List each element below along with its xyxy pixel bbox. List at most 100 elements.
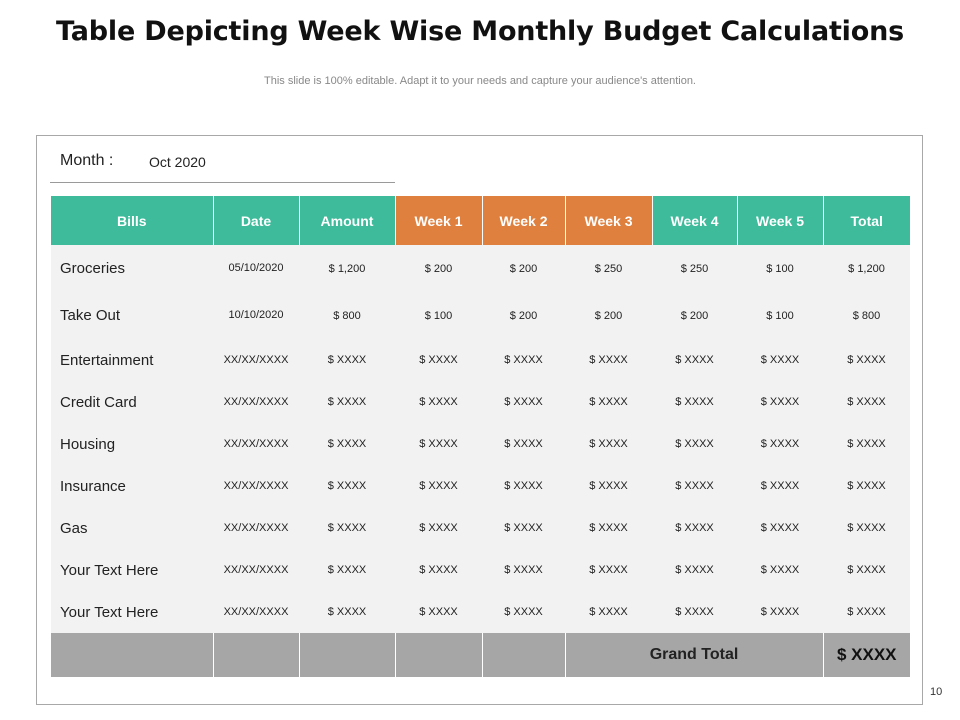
bill-name[interactable]: Gas [51,507,213,549]
table-row: Gas XX/XX/XXXX $ XXXX $ XXXX $ XXXX $ XXXX $ X… [51,507,910,549]
date-cell[interactable]: XX/XX/XXXX [213,465,299,507]
amount-cell[interactable]: $ XXXX [299,465,395,507]
amount-cell[interactable]: $ 1,200 [299,245,395,292]
week-3-cell[interactable]: $ XXXX [565,465,652,507]
week-2-cell[interactable]: $ XXXX [482,591,565,633]
table-row: Entertainment XX/XX/XXXX $ XXXX $ XXXX $ XXX… [51,339,910,381]
week-5-cell[interactable]: $ XXXX [737,591,823,633]
week-2-cell[interactable]: $ 200 [482,292,565,339]
week-5-cell[interactable]: $ XXXX [737,549,823,591]
date-cell[interactable]: XX/XX/XXXX [213,423,299,465]
week-3-cell[interactable]: $ XXXX [565,591,652,633]
week-3-cell[interactable]: $ XXXX [565,339,652,381]
footer-cell [51,633,214,677]
header-date: Date [213,196,300,245]
amount-cell[interactable]: $ XXXX [299,549,395,591]
week-2-cell[interactable]: $ XXXX [482,339,565,381]
date-cell[interactable]: 10/10/2020 [213,292,299,339]
week-3-cell[interactable]: $ 200 [565,292,652,339]
total-cell[interactable]: $ 1,200 [823,245,910,292]
week-1-cell[interactable]: $ XXXX [395,381,482,423]
week-3-cell[interactable]: $ XXXX [565,507,652,549]
week-1-cell[interactable]: $ XXXX [395,507,482,549]
amount-cell[interactable]: $ XXXX [299,423,395,465]
week-2-cell[interactable]: $ XXXX [482,465,565,507]
bill-name[interactable]: Credit Card [51,381,213,423]
bill-name[interactable]: Insurance [51,465,213,507]
date-cell[interactable]: XX/XX/XXXX [213,339,299,381]
footer-cell [299,633,396,677]
week-1-cell[interactable]: $ XXXX [395,339,482,381]
week-4-cell[interactable]: $ XXXX [652,339,737,381]
bill-name[interactable]: Groceries [51,245,213,292]
month-label: Month : [60,152,114,169]
grand-total-value[interactable]: $ XXXX [823,633,910,677]
week-2-cell[interactable]: $ XXXX [482,507,565,549]
week-3-cell[interactable]: $ XXXX [565,381,652,423]
amount-cell[interactable]: $ XXXX [299,339,395,381]
week-1-cell[interactable]: $ 200 [395,245,482,292]
week-3-cell[interactable]: $ XXXX [565,549,652,591]
week-1-cell[interactable]: $ XXXX [395,549,482,591]
week-5-cell[interactable]: $ XXXX [737,507,823,549]
date-cell[interactable]: 05/10/2020 [213,245,299,292]
week-1-cell[interactable]: $ XXXX [395,591,482,633]
month-value[interactable]: Oct 2020 [149,154,206,170]
total-cell[interactable]: $ 800 [823,292,910,339]
header-week-4: Week 4 [652,196,738,245]
week-2-cell[interactable]: $ XXXX [482,381,565,423]
total-cell[interactable]: $ XXXX [823,549,910,591]
page-number: 10 [930,686,943,698]
week-4-cell[interactable]: $ 200 [652,292,737,339]
total-cell[interactable]: $ XXXX [823,507,910,549]
bill-name[interactable]: Take Out [51,292,213,339]
table-row: Your Text Here XX/XX/XXXX $ XXXX $ XXXX $ XX… [51,549,910,591]
grand-total-row: Grand Total $ XXXX [51,633,910,677]
week-5-cell[interactable]: $ XXXX [737,423,823,465]
table-row: Housing XX/XX/XXXX $ XXXX $ XXXX $ XXXX $ XXX… [51,423,910,465]
week-4-cell[interactable]: $ 250 [652,245,737,292]
header-week-3: Week 3 [565,196,653,245]
table-row: Credit Card XX/XX/XXXX $ XXXX $ XXXX $ XXXX $… [51,381,910,423]
week-1-cell[interactable]: $ 100 [395,292,482,339]
week-4-cell[interactable]: $ XXXX [652,381,737,423]
week-3-cell[interactable]: $ XXXX [565,423,652,465]
amount-cell[interactable]: $ 800 [299,292,395,339]
week-5-cell[interactable]: $ 100 [737,245,823,292]
week-1-cell[interactable]: $ XXXX [395,423,482,465]
week-4-cell[interactable]: $ XXXX [652,591,737,633]
bill-name[interactable]: Housing [51,423,213,465]
week-5-cell[interactable]: $ 100 [737,292,823,339]
date-cell[interactable]: XX/XX/XXXX [213,507,299,549]
table-row: Your Text Here XX/XX/XXXX $ XXXX $ XXXX $ XX… [51,591,910,633]
date-cell[interactable]: XX/XX/XXXX [213,549,299,591]
week-3-cell[interactable]: $ 250 [565,245,652,292]
slide-title: Table Depicting Week Wise Monthly Budget… [56,16,904,47]
bill-name[interactable]: Your Text Here [51,591,213,633]
total-cell[interactable]: $ XXXX [823,339,910,381]
week-4-cell[interactable]: $ XXXX [652,423,737,465]
week-2-cell[interactable]: $ XXXX [482,423,565,465]
week-1-cell[interactable]: $ XXXX [395,465,482,507]
week-5-cell[interactable]: $ XXXX [737,465,823,507]
amount-cell[interactable]: $ XXXX [299,591,395,633]
total-cell[interactable]: $ XXXX [823,591,910,633]
week-2-cell[interactable]: $ XXXX [482,549,565,591]
amount-cell[interactable]: $ XXXX [299,381,395,423]
week-4-cell[interactable]: $ XXXX [652,465,737,507]
bill-name[interactable]: Your Text Here [51,549,213,591]
week-4-cell[interactable]: $ XXXX [652,549,737,591]
bill-name[interactable]: Entertainment [51,339,213,381]
week-2-cell[interactable]: $ 200 [482,245,565,292]
total-cell[interactable]: $ XXXX [823,465,910,507]
date-cell[interactable]: XX/XX/XXXX [213,591,299,633]
week-5-cell[interactable]: $ XXXX [737,381,823,423]
date-cell[interactable]: XX/XX/XXXX [213,381,299,423]
week-4-cell[interactable]: $ XXXX [652,507,737,549]
footer-cell [213,633,300,677]
total-cell[interactable]: $ XXXX [823,423,910,465]
week-5-cell[interactable]: $ XXXX [737,339,823,381]
amount-cell[interactable]: $ XXXX [299,507,395,549]
total-cell[interactable]: $ XXXX [823,381,910,423]
header-week-2: Week 2 [482,196,566,245]
